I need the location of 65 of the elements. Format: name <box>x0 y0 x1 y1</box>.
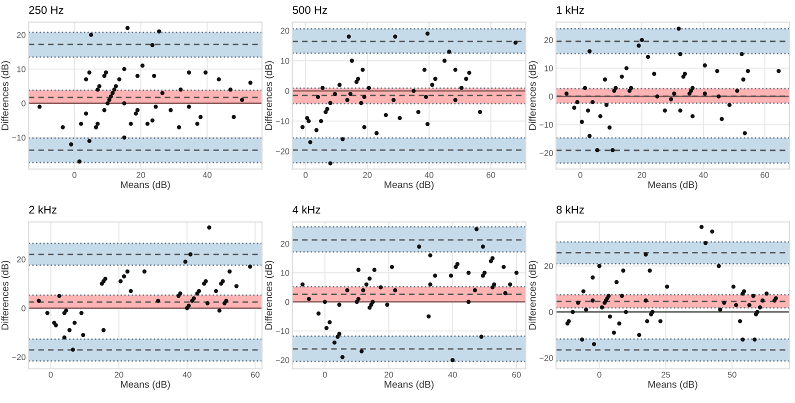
chart-title: 2 kHz <box>29 206 56 214</box>
x-tick-label: 20 <box>136 172 146 178</box>
x-tick-label: 0 <box>72 172 76 178</box>
y-tick-label: 10 <box>280 58 290 64</box>
x-tick-label: 60 <box>760 172 770 178</box>
x-tick-label: 50 <box>728 372 736 378</box>
y-tick-label: −20 <box>540 150 553 156</box>
x-tick-label: 60 <box>512 372 521 378</box>
x-tick-label: 0 <box>48 372 53 378</box>
y-tick-label: 20 <box>16 32 26 38</box>
chart-title: 1 kHz <box>556 6 584 14</box>
x-tick-label: 40 <box>448 372 457 378</box>
x-axis-title: Means (dB) <box>648 380 698 390</box>
x-tick-label: 40 <box>424 172 434 178</box>
x-tick-label: 60 <box>250 372 260 378</box>
y-axis-title: Differences (dB) <box>264 61 274 130</box>
y-axis-title: Differences (dB) <box>1 260 10 330</box>
chart-title: 4 kHz <box>292 206 320 214</box>
x-tick-label: 0 <box>322 372 327 378</box>
y-tick-label: 0 <box>548 94 553 100</box>
x-axis-title: Means (dB) <box>648 180 698 190</box>
y-tick-label: −10 <box>276 328 290 334</box>
y-tick-label: 0 <box>22 305 26 312</box>
x-tick-label: 40 <box>182 372 192 378</box>
y-tick-label: −10 <box>540 122 553 128</box>
y-tick-label: 20 <box>280 28 290 34</box>
x-tick-label: 40 <box>698 172 708 178</box>
y-tick-label: 20 <box>544 263 553 270</box>
x-tick-label: 0 <box>597 372 602 378</box>
y-tick-label: −20 <box>276 148 290 154</box>
y-tick-label: 20 <box>544 37 553 44</box>
chart-title: 500 Hz <box>292 6 327 14</box>
x-tick-label: 20 <box>114 372 124 378</box>
x-tick-label: 25 <box>661 372 670 378</box>
y-tick-label: 0 <box>22 100 26 106</box>
x-axis-title: Means (dB) <box>120 380 170 390</box>
chart-title: 8 kHz <box>556 206 584 214</box>
x-tick-label: 20 <box>638 172 646 178</box>
y-tick-label: 0 <box>285 88 290 94</box>
x-tick-label: 20 <box>384 372 394 378</box>
x-tick-label: 20 <box>363 172 372 178</box>
y-tick-label: 20 <box>280 240 290 247</box>
x-tick-label: 0 <box>578 172 582 178</box>
x-axis-title: Means (dB) <box>384 380 434 390</box>
x-tick-label: 60 <box>486 172 496 178</box>
x-axis-title: Means (dB) <box>120 180 170 190</box>
y-tick-label: −20 <box>276 357 290 364</box>
chart-title: 250 Hz <box>29 6 64 14</box>
x-tick-label: 40 <box>202 172 212 178</box>
y-tick-label: 10 <box>280 270 290 276</box>
y-tick-label: −20 <box>540 355 553 362</box>
y-tick-label: 0 <box>548 309 553 316</box>
y-axis-title: Differences (dB) <box>264 260 274 330</box>
y-tick-label: 10 <box>17 66 26 72</box>
y-axis-title: Differences (dB) <box>528 61 538 130</box>
y-axis-title: Differences (dB) <box>528 260 538 330</box>
x-tick-label: 0 <box>304 172 308 178</box>
y-tick-label: 20 <box>16 256 26 262</box>
x-axis-title: Means (dB) <box>384 180 434 190</box>
y-tick-label: −10 <box>276 118 290 124</box>
y-tick-label: −20 <box>12 354 26 360</box>
y-tick-label: −10 <box>12 134 26 141</box>
y-tick-label: 10 <box>544 65 553 72</box>
y-axis-title: Differences (dB) <box>1 61 10 130</box>
y-tick-label: 0 <box>285 299 290 305</box>
